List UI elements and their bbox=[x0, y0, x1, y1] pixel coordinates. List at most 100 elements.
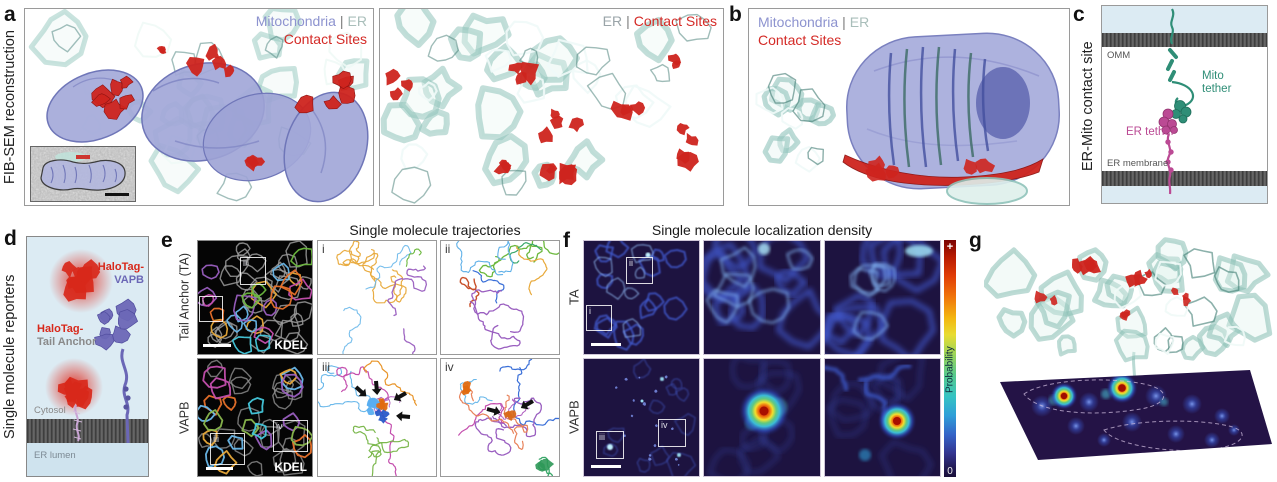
er-tether-label: ER tether bbox=[1126, 126, 1175, 138]
legend-mitochondria: Mitochondria bbox=[255, 13, 336, 29]
reporter-diagram bbox=[27, 237, 148, 476]
em-scale-bar bbox=[105, 193, 129, 196]
legend-er: ER bbox=[602, 13, 623, 29]
panel-e-row2-label: VAPB bbox=[177, 401, 192, 434]
halotag-proteins bbox=[57, 259, 100, 410]
panel-e-label: e bbox=[161, 229, 173, 252]
legend-separator: | bbox=[339, 13, 344, 29]
density-ta-zoom-1 bbox=[703, 240, 821, 355]
density-render bbox=[704, 241, 820, 350]
contact-sites-render bbox=[1034, 256, 1192, 321]
roi-box-iii: iii bbox=[210, 433, 245, 465]
roi-box-ii: ii bbox=[240, 257, 266, 285]
cluster-arrows bbox=[354, 380, 411, 422]
halotag-vapb-label-2: VAPB bbox=[114, 274, 144, 286]
scale-bar bbox=[591, 343, 621, 346]
fibsem-render-1 bbox=[28, 9, 370, 203]
em-mitochondrion bbox=[40, 159, 126, 191]
roi-label-ii: ii bbox=[629, 258, 633, 268]
trajectories-iv bbox=[458, 359, 559, 476]
er-membrane-band bbox=[1102, 171, 1267, 186]
legend-er: ER bbox=[849, 14, 870, 30]
roi-label-iv: iv bbox=[276, 421, 283, 431]
trajectory-inset-ii: ii bbox=[440, 240, 560, 355]
colorbar-min: 0 bbox=[947, 466, 953, 477]
scale-bar bbox=[1218, 362, 1262, 366]
mito-tether-label: Mito tether bbox=[1202, 70, 1231, 96]
contact-sites-render bbox=[865, 155, 996, 182]
inset-iv-label: iv bbox=[445, 360, 454, 374]
density-ta-overview: ii i bbox=[583, 240, 700, 355]
panel-g-label: g bbox=[969, 229, 982, 252]
scale-bar bbox=[203, 344, 231, 347]
legend-separator: | bbox=[626, 13, 630, 29]
scale-bar bbox=[206, 467, 233, 470]
halotag-ta-label-2: Tail Anchor bbox=[37, 336, 97, 348]
trajectories-iii bbox=[318, 360, 417, 476]
roi-box-iii: iii bbox=[596, 431, 624, 459]
roi-label-i: i bbox=[202, 297, 204, 307]
er-network-render bbox=[984, 237, 1273, 363]
mitochondrion-render bbox=[845, 32, 1061, 190]
panel-b-legend: Mitochondria | ER Contact Sites bbox=[758, 13, 869, 49]
em-cristae bbox=[50, 164, 118, 184]
panel-g-render bbox=[984, 237, 1273, 460]
roi-box-ii: ii bbox=[626, 257, 653, 284]
roi-label-ii: ii bbox=[243, 258, 247, 268]
er-tether-domain bbox=[1158, 108, 1178, 135]
panel-b-render: Mitochondria | ER Contact Sites bbox=[748, 8, 1070, 206]
er-membrane-label: ER membrane bbox=[1107, 158, 1169, 169]
mito-tether-line2: tether bbox=[1202, 83, 1232, 95]
mitochondria-render bbox=[46, 62, 369, 203]
roi-label-iii: iii bbox=[213, 434, 219, 444]
legend-mitochondria: Mitochondria bbox=[758, 14, 839, 30]
panel-a-view1-legend: Mitochondria | ER Contact Sites bbox=[256, 12, 367, 48]
panel-f-row2-label: VAPB bbox=[566, 400, 582, 435]
fibsem-render-2 bbox=[380, 9, 712, 204]
omm-membrane bbox=[1102, 33, 1267, 47]
density-render bbox=[825, 241, 940, 354]
scale-bar bbox=[591, 465, 621, 468]
em-micrograph bbox=[31, 147, 135, 201]
vapb-tail bbox=[120, 348, 131, 444]
tail-anchor-tail bbox=[72, 404, 83, 442]
vapb-protein bbox=[94, 298, 138, 351]
legend-contact-sites: Contact Sites bbox=[633, 13, 717, 29]
mito-er-render bbox=[755, 32, 1061, 205]
panel-c-label: c bbox=[1073, 3, 1085, 26]
kdel-label: KDEL bbox=[274, 460, 307, 474]
legend-contact-sites: Contact Sites bbox=[283, 31, 367, 47]
colorbar-label: Probability bbox=[944, 346, 956, 394]
trajectory-inset-iii: iii bbox=[317, 358, 437, 477]
mito-tether-line1: Mito bbox=[1202, 70, 1224, 82]
inset-i-label: i bbox=[322, 242, 325, 256]
panel-a-render-2: ER | Contact Sites bbox=[379, 8, 724, 206]
trajectories-i bbox=[336, 241, 428, 354]
trajectories-ii bbox=[456, 241, 559, 350]
legend-er: ER bbox=[347, 13, 367, 29]
contact-site-diagram bbox=[1102, 6, 1267, 203]
mito-outline-dashed bbox=[1023, 379, 1243, 452]
halotag-ta-label-1: HaloTag- bbox=[37, 323, 84, 335]
density-render bbox=[825, 359, 933, 476]
density-render bbox=[602, 359, 697, 476]
panel-f-row1-label: TA bbox=[566, 289, 582, 306]
probability-colorbar: + 0 bbox=[944, 240, 956, 477]
roi-label-iv: iv bbox=[661, 420, 668, 430]
inset-iii-label: iii bbox=[322, 360, 330, 374]
panel-a-view2-legend: ER | Contact Sites bbox=[603, 12, 717, 30]
panel-a-render-1: Mitochondria | ER Contact Sites bbox=[24, 8, 374, 206]
density-vapb-overview: iii iv bbox=[583, 358, 700, 477]
roi-box-i: i bbox=[199, 296, 223, 322]
roi-box-i: i bbox=[586, 305, 612, 331]
er-membrane-band bbox=[27, 419, 148, 443]
internal-tubules bbox=[887, 46, 990, 168]
er-under-mito bbox=[946, 177, 1028, 205]
ta-trajectory-render bbox=[198, 241, 312, 354]
panel-c-diagram: OMM Mito tether ER tether ER membrane bbox=[1101, 5, 1268, 204]
panel-c-side-label: ER-Mito contact site bbox=[1080, 41, 1096, 171]
contact-sites-render bbox=[385, 53, 699, 186]
panel-d-side-label: Single molecule reporters bbox=[2, 274, 18, 440]
panel-e-title: Single molecule trajectories bbox=[349, 222, 521, 238]
panel-b-label: b bbox=[729, 3, 742, 26]
